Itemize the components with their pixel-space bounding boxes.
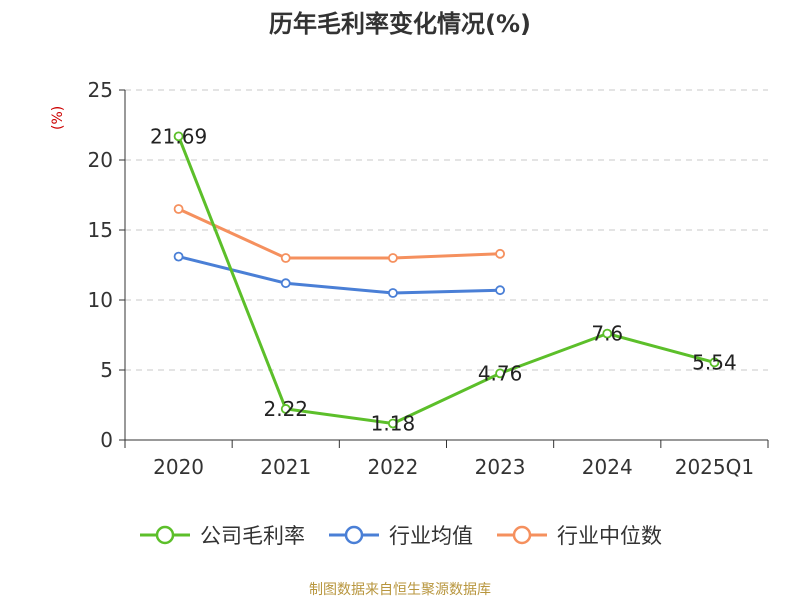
data-source-note: 制图数据来自恒生聚源数据库 (309, 582, 491, 598)
y-tick-label: 20 (88, 148, 113, 172)
y-tick-label: 10 (88, 288, 113, 312)
data-point (388, 288, 398, 298)
data-label: 4.76 (478, 361, 523, 385)
data-point (495, 248, 505, 259)
data-label: 2.22 (263, 397, 308, 421)
y-tick-label: 5 (100, 358, 113, 382)
chart-title: 历年毛利率变化情况(%) (269, 10, 531, 38)
x-tick-label: 2024 (582, 455, 633, 479)
series (173, 131, 720, 429)
data-label: 5.54 (692, 350, 737, 374)
data-label: 1.18 (371, 411, 416, 435)
data-label: 7.6 (591, 322, 623, 346)
x-tick-label: 2025Q1 (675, 455, 754, 479)
x-tick-label: 2023 (475, 455, 526, 479)
data-point (280, 404, 291, 414)
data-point (495, 285, 505, 296)
data-point (173, 131, 184, 142)
data-point (495, 368, 505, 379)
data-point (709, 357, 720, 368)
series-line (177, 207, 501, 260)
y-tick-label: 0 (100, 428, 113, 452)
data-point (280, 278, 291, 289)
legend-item-gross-margin[interactable]: 公司毛利率 (138, 520, 305, 550)
x-tick-label: 2020 (153, 455, 204, 479)
legend-swatch-gross-margin-icon (140, 525, 190, 545)
series-line (177, 135, 715, 425)
y-tick-label: 25 (88, 78, 113, 102)
data-point (388, 418, 398, 429)
legend-swatch-industry-median-icon (497, 525, 547, 545)
legend-label-industry-average: 行业均值 (389, 524, 473, 548)
legend-label-industry-median: 行业中位数 (557, 524, 662, 548)
data-labels: 21.69 2.22 1.18 4.76 7.6 5.54 (150, 124, 737, 435)
line-chart: 0 5 10 15 20 25 2020 2021 2022 2023 2024 2025Q1 21.… (88, 78, 769, 479)
x-tick-label: 2021 (260, 455, 311, 479)
data-point (173, 251, 184, 262)
data-point (388, 253, 398, 263)
data-label: 21.69 (150, 124, 207, 148)
legend-label-gross-margin: 公司毛利率 (200, 524, 305, 548)
legend-swatch-industry-average-icon (329, 525, 379, 545)
data-point (602, 328, 613, 339)
axes: 0 5 10 15 20 25 2020 2021 2022 2023 2024 2025Q1 (88, 78, 769, 479)
data-point (280, 253, 291, 263)
data-point (173, 204, 184, 214)
legend-item-industry-median[interactable]: 行业中位数 (495, 520, 662, 550)
legend-item-industry-average[interactable]: 行业均值 (327, 520, 473, 550)
x-tick-label: 2022 (367, 455, 418, 479)
y-tick-label: 15 (88, 218, 113, 242)
legend: 公司毛利率 行业均值 行业中位数 (0, 520, 800, 550)
grid-lines (125, 89, 768, 371)
